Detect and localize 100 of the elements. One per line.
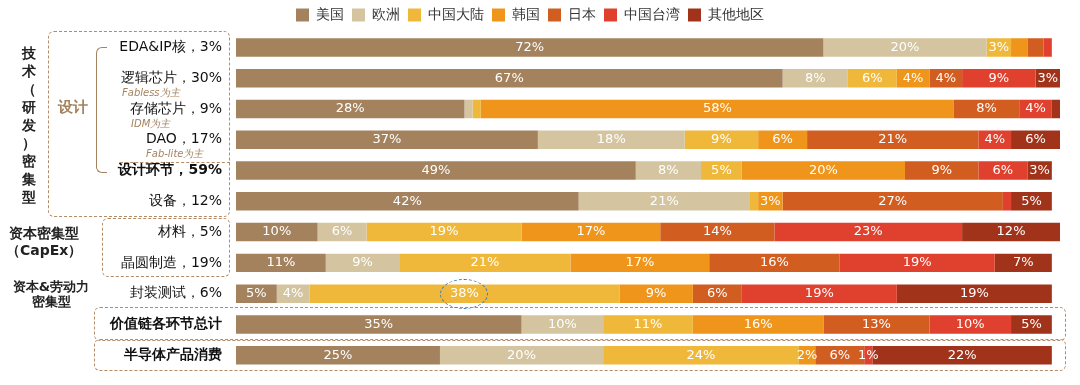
y-tick-label: 封装测试，6%: [129, 284, 222, 301]
data-label: 12%: [996, 223, 1026, 239]
data-label: 19%: [429, 223, 459, 239]
data-label: 67%: [494, 69, 524, 85]
bar: [236, 99, 465, 119]
bar: [635, 161, 702, 180]
legend-label: 中国台湾: [624, 5, 680, 22]
data-label: 17%: [625, 254, 655, 270]
data-label: 8%: [658, 161, 679, 177]
data-label: 2%: [796, 346, 818, 362]
bar: [823, 315, 930, 334]
data-label: 6%: [992, 161, 1014, 177]
bar: [1002, 192, 1012, 211]
bar: [236, 284, 277, 303]
bar: [619, 284, 693, 303]
bar: [1027, 38, 1044, 57]
bar: [236, 345, 440, 365]
data-label: 16%: [743, 315, 773, 331]
text: 设计: [58, 97, 88, 117]
bar: [1051, 99, 1060, 119]
data-label: 5%: [246, 285, 267, 301]
text: 技术（研发）密集型: [22, 45, 36, 206]
y-tick-label: 半导体产品消费: [123, 345, 222, 362]
data-label: 1%: [857, 346, 879, 362]
bar: [521, 222, 661, 242]
data-label: 21%: [878, 131, 908, 147]
bar: [236, 253, 326, 273]
data-label: 25%: [323, 346, 353, 362]
data-label: 14%: [702, 223, 732, 239]
data-label: 20%: [507, 346, 536, 362]
legend-label: 美国: [316, 5, 344, 22]
bar: [807, 130, 979, 149]
data-label: 8%: [804, 69, 826, 85]
data-label: 35%: [364, 315, 394, 331]
data-label: 13%: [861, 315, 891, 331]
data-label: 9%: [931, 161, 953, 177]
data-label: 10%: [955, 315, 985, 331]
data-label: 24%: [686, 346, 716, 362]
y-tick-label: 设计环节，59%: [117, 161, 222, 178]
bar: [978, 161, 1028, 180]
bar: [472, 99, 481, 119]
bar: [439, 345, 604, 365]
bar: [709, 253, 840, 273]
bar: [236, 161, 636, 180]
y-tick-label: 价值链各环节总计: [109, 315, 222, 332]
data-label: 9%: [988, 69, 1010, 85]
legend-label: 日本: [568, 5, 596, 22]
data-label: 10%: [262, 223, 292, 239]
y-tick-label: 晶圆制造，19%: [120, 253, 222, 270]
data-label: 21%: [649, 192, 679, 208]
bar: [692, 315, 824, 334]
bar: [962, 68, 1036, 88]
data-label: 38%: [449, 285, 479, 301]
bar: [904, 161, 979, 180]
data-label: 6%: [862, 69, 883, 85]
bar: [839, 253, 995, 273]
data-label: 72%: [515, 38, 545, 54]
y-tick-label: 逻辑芯片，30%: [120, 68, 222, 85]
bar: [603, 315, 693, 334]
data-label: 6%: [331, 223, 353, 239]
data-label: 18%: [596, 131, 626, 147]
data-label: 49%: [421, 161, 451, 177]
bar: [962, 222, 1060, 242]
bar: [464, 99, 473, 119]
bar: [521, 315, 604, 334]
legend-label: 中国大陆: [428, 5, 484, 22]
data-label: 58%: [702, 100, 732, 116]
y-tick-label: DAO，17%: [145, 130, 222, 147]
text: Fab-lite为主: [146, 147, 204, 160]
text: Fabless为主: [122, 87, 180, 99]
bar: [749, 192, 759, 211]
data-label: 3%: [760, 192, 781, 208]
bar: [399, 253, 571, 273]
bar: [823, 38, 987, 57]
bar: [660, 222, 775, 242]
bar: [236, 192, 579, 211]
data-label: 6%: [707, 285, 728, 301]
bar: [570, 253, 710, 273]
bar: [236, 315, 522, 334]
bar: [896, 284, 1052, 303]
bar: [741, 161, 905, 180]
bar: [236, 38, 824, 57]
y-tick-label: 存储芯片，9%: [129, 99, 222, 116]
data-label: 9%: [645, 285, 667, 301]
data-label: 22%: [947, 346, 977, 362]
data-label: 5%: [711, 161, 732, 177]
data-label: 7%: [1012, 254, 1034, 270]
text: 资本&劳动力密集型: [11, 278, 91, 310]
bar: [782, 192, 1003, 211]
bar: [1043, 38, 1052, 57]
data-label: 3%: [1029, 161, 1050, 177]
data-label: 11%: [633, 315, 663, 331]
bar: [236, 68, 783, 88]
data-label: 8%: [976, 100, 997, 116]
data-label: 4%: [984, 131, 1006, 147]
legend-label: 韩国: [512, 5, 540, 22]
data-label: 27%: [878, 192, 908, 208]
data-label: 3%: [1037, 69, 1059, 85]
data-label: 20%: [890, 38, 920, 54]
bar: [480, 99, 954, 119]
